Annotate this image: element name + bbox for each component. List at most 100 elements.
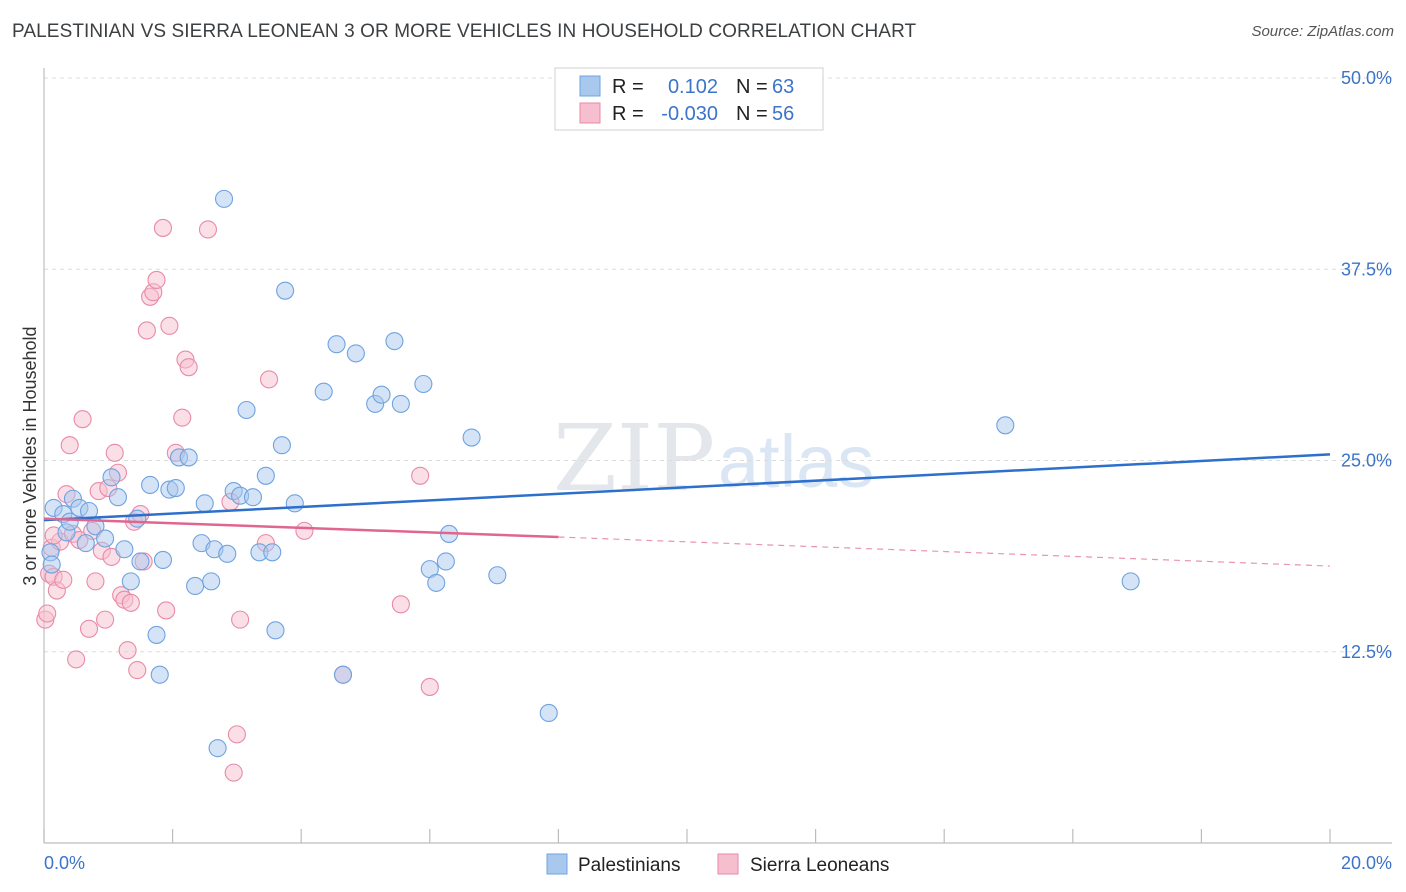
point-sierra-leonean — [86, 572, 105, 591]
trend-lines — [43, 453, 1331, 567]
point-palestinian — [272, 436, 291, 455]
source-label: Source: ZipAtlas.com — [1251, 23, 1394, 40]
point-palestinian — [256, 466, 275, 485]
point-palestinian — [150, 665, 169, 684]
point-palestinian — [186, 576, 205, 596]
point-palestinian — [263, 543, 282, 562]
y-tick-label: 37.5% — [1341, 259, 1392, 279]
point-palestinian — [195, 494, 214, 513]
stats-r-value-2: -0.030 — [661, 103, 718, 125]
point-sierra-leonean — [173, 408, 192, 427]
point-palestinian — [214, 189, 234, 208]
point-sierra-leonean — [157, 601, 176, 620]
point-palestinian — [202, 572, 221, 591]
point-palestinian — [121, 572, 140, 591]
point-palestinian — [285, 494, 304, 513]
point-palestinian — [276, 281, 295, 300]
legend-label-palestinians: Palestinians — [578, 855, 680, 876]
point-palestinian — [76, 534, 95, 553]
point-palestinian — [346, 344, 365, 363]
point-palestinian — [427, 573, 446, 592]
point-palestinian — [539, 703, 558, 723]
point-palestinian — [243, 488, 263, 507]
point-palestinian — [414, 374, 433, 394]
trend-line-sierra-leoneans-extrapolated — [558, 536, 1331, 567]
point-sierra-leonean — [198, 220, 218, 239]
legend-swatch-palestinians — [546, 853, 568, 875]
point-sierra-leonean — [38, 604, 57, 623]
gridlines — [44, 77, 1392, 653]
legend-label-sierra-leoneans: Sierra Leoneans — [750, 855, 889, 876]
y-tick-label: 25.0% — [1341, 451, 1392, 471]
point-palestinian — [266, 621, 285, 640]
point-palestinian — [391, 394, 410, 413]
x-tick-marks — [43, 829, 1331, 843]
watermark-zip: ZIP — [553, 405, 715, 512]
legend-swatch-sierra-leoneans — [717, 853, 739, 875]
point-sierra-leonean — [227, 725, 246, 744]
point-sierra-leonean — [391, 595, 410, 614]
point-palestinian — [996, 416, 1015, 435]
stats-r-label-1: R = — [612, 76, 644, 98]
point-palestinian — [131, 552, 150, 571]
point-palestinian — [218, 544, 237, 563]
point-palestinian — [237, 400, 256, 420]
stats-n-label-2: N = — [736, 103, 768, 125]
x-tick-label-max: 20.0% — [1341, 853, 1392, 873]
point-sierra-leonean — [96, 610, 115, 629]
chart-title: PALESTINIAN VS SIERRA LEONEAN 3 OR MORE … — [12, 21, 917, 42]
point-palestinian — [385, 332, 404, 351]
point-palestinian — [372, 385, 391, 404]
point-sierra-leonean — [128, 661, 147, 680]
point-palestinian — [96, 529, 115, 548]
trend-line-sierra-leoneans — [43, 517, 559, 539]
point-palestinian — [488, 566, 507, 585]
point-palestinian — [42, 555, 61, 574]
point-palestinian — [141, 475, 160, 495]
point-palestinian — [1121, 572, 1140, 591]
point-palestinian — [314, 382, 333, 401]
y-axis-label: 3 or more Vehicles in Household — [20, 326, 40, 585]
point-palestinian — [333, 665, 353, 684]
point-sierra-leonean — [54, 570, 73, 589]
stats-n-value-2: 56 — [772, 103, 794, 125]
y-tick-labels: 12.5% 25.0% 37.5% 50.0% — [1341, 68, 1392, 662]
point-sierra-leonean — [79, 619, 99, 638]
point-sierra-leonean — [224, 763, 243, 782]
point-sierra-leonean — [137, 321, 156, 340]
series-legend: Palestinians Sierra Leoneans — [546, 853, 889, 876]
point-palestinian — [179, 448, 198, 467]
x-tick-label-min: 0.0% — [44, 853, 85, 873]
point-sierra-leonean — [105, 443, 124, 462]
point-palestinian — [436, 552, 455, 571]
watermark-atlas: atlas — [718, 420, 874, 503]
point-palestinian — [208, 739, 227, 758]
stats-r-value-1: 0.102 — [668, 76, 718, 98]
point-palestinian — [115, 540, 134, 559]
trend-line-palestinians — [43, 453, 1331, 522]
point-palestinian — [327, 335, 346, 354]
stats-swatch-sierra-leoneans — [579, 102, 601, 124]
point-sierra-leonean — [179, 358, 198, 377]
series-sierra-leoneans — [36, 218, 439, 782]
stats-n-label-1: N = — [736, 76, 768, 98]
y-tick-label: 50.0% — [1341, 68, 1392, 88]
point-sierra-leonean — [420, 677, 439, 696]
stats-n-value-1: 63 — [772, 76, 794, 98]
stats-swatch-palestinians — [579, 75, 601, 97]
point-palestinian — [462, 428, 481, 447]
point-sierra-leonean — [231, 610, 250, 629]
point-sierra-leonean — [60, 436, 79, 455]
point-sierra-leonean — [153, 218, 173, 237]
point-palestinian — [128, 509, 147, 528]
point-sierra-leonean — [73, 410, 92, 429]
point-sierra-leonean — [259, 370, 279, 389]
point-sierra-leonean — [118, 641, 137, 660]
point-sierra-leonean — [160, 316, 179, 335]
point-sierra-leonean — [147, 270, 166, 290]
series-palestinians — [41, 189, 1140, 758]
point-palestinian — [153, 550, 173, 570]
point-sierra-leonean — [411, 466, 430, 485]
point-sierra-leonean — [67, 650, 86, 669]
